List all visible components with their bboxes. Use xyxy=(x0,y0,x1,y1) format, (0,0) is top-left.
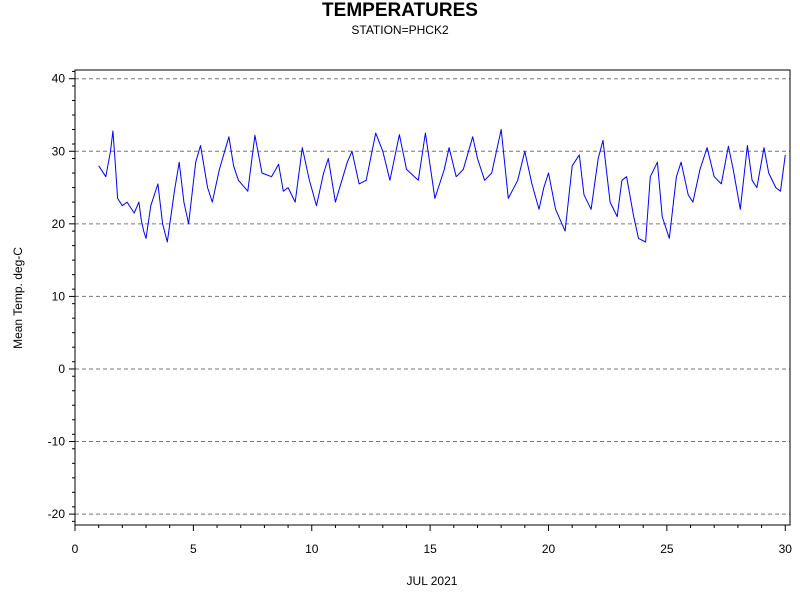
y-tick-label: 30 xyxy=(52,144,66,158)
x-tick-label: 10 xyxy=(305,542,319,556)
series-line-0 xyxy=(98,129,786,243)
x-tick-label: 0 xyxy=(72,542,79,556)
x-tick-label: 15 xyxy=(423,542,437,556)
series-layer xyxy=(98,129,786,243)
axis-ticks: -20 -10 0 10 20 30 40 0 5 10 15 20 25 30 xyxy=(48,70,793,556)
y-tick-label: 0 xyxy=(58,362,65,376)
chart-subtitle: STATION=PHCK2 xyxy=(351,23,449,37)
y-tick-label: 40 xyxy=(52,72,66,86)
x-tick-label: 5 xyxy=(190,542,197,556)
y-tick-label: 10 xyxy=(52,289,66,303)
chart-title: TEMPERATURES xyxy=(322,0,478,21)
gridlines xyxy=(75,78,790,515)
y-tick-label: -20 xyxy=(48,507,66,521)
y-axis-label: Mean Temp. deg-C xyxy=(11,247,25,349)
y-tick-label: -10 xyxy=(48,435,66,449)
plot-frame xyxy=(74,69,791,526)
x-axis-label: JUL 2021 xyxy=(407,574,458,588)
x-tick-label: 30 xyxy=(779,542,793,556)
x-tick-label: 25 xyxy=(660,542,674,556)
y-tick-label: 20 xyxy=(52,217,66,231)
x-tick-label: 20 xyxy=(542,542,556,556)
